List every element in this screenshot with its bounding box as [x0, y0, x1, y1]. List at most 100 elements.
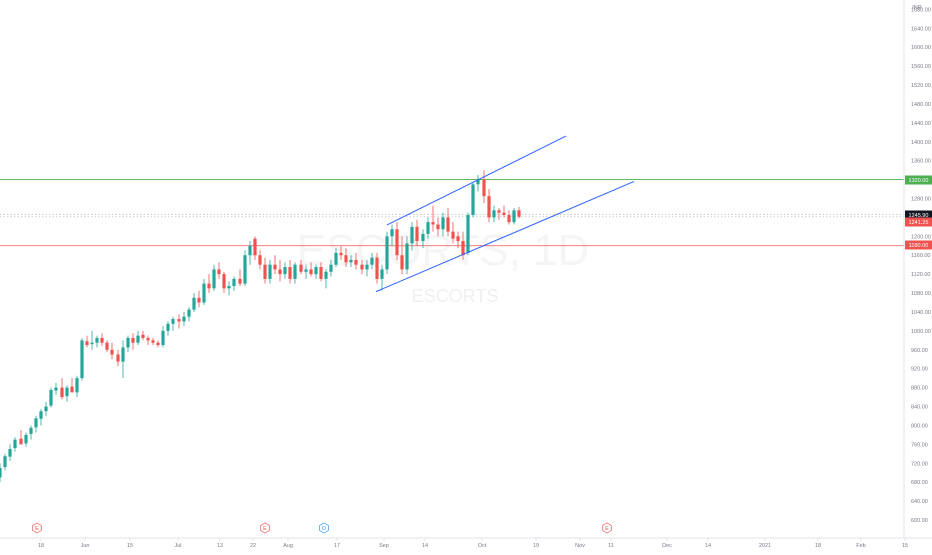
candle[interactable]: [476, 174, 480, 192]
candle[interactable]: [512, 207, 516, 225]
candle[interactable]: [487, 189, 491, 223]
candle[interactable]: [232, 276, 236, 291]
event-marker[interactable]: E: [32, 522, 42, 534]
candle[interactable]: [415, 219, 419, 246]
candle[interactable]: [456, 231, 460, 249]
candle[interactable]: [339, 245, 343, 260]
candle[interactable]: [304, 264, 308, 279]
candle[interactable]: [349, 255, 353, 268]
candle[interactable]: [258, 250, 262, 270]
candle[interactable]: [136, 330, 140, 346]
candle[interactable]: [370, 252, 374, 270]
candle[interactable]: [471, 181, 475, 218]
candle[interactable]: [187, 307, 191, 322]
candle[interactable]: [385, 231, 389, 275]
candle[interactable]: [436, 217, 440, 237]
candle[interactable]: [466, 212, 470, 256]
candle[interactable]: [299, 259, 303, 275]
candle[interactable]: [29, 425, 33, 440]
candle[interactable]: [375, 252, 379, 284]
candle[interactable]: [446, 207, 450, 237]
candle[interactable]: [192, 293, 196, 312]
candle[interactable]: [3, 453, 7, 471]
candle[interactable]: [131, 333, 135, 350]
candle[interactable]: [395, 222, 399, 260]
event-marker[interactable]: D: [319, 522, 329, 534]
candle[interactable]: [39, 408, 43, 426]
candle[interactable]: [54, 382, 58, 395]
candle[interactable]: [273, 255, 277, 275]
candle[interactable]: [329, 259, 333, 277]
candle[interactable]: [171, 316, 175, 331]
candle[interactable]: [492, 205, 496, 223]
candle[interactable]: [126, 335, 130, 353]
candle[interactable]: [166, 321, 170, 336]
candle[interactable]: [293, 262, 297, 284]
candle[interactable]: [85, 335, 89, 348]
candle[interactable]: [441, 212, 445, 237]
candle[interactable]: [227, 281, 231, 296]
candle[interactable]: [212, 264, 216, 291]
candle[interactable]: [431, 205, 435, 232]
candle[interactable]: [238, 269, 242, 286]
candle[interactable]: [410, 222, 414, 251]
candle[interactable]: [354, 252, 358, 270]
candle[interactable]: [65, 385, 69, 402]
candle[interactable]: [121, 340, 125, 379]
candle[interactable]: [177, 314, 181, 329]
candle[interactable]: [278, 259, 282, 282]
candle[interactable]: [309, 262, 313, 277]
candle[interactable]: [390, 224, 394, 246]
candle[interactable]: [248, 241, 252, 265]
candle[interactable]: [0, 463, 2, 483]
candle[interactable]: [146, 335, 150, 346]
candle[interactable]: [95, 335, 99, 348]
candle[interactable]: [19, 430, 23, 445]
candle[interactable]: [507, 210, 511, 225]
candle[interactable]: [365, 259, 369, 277]
candle[interactable]: [314, 264, 318, 279]
candle[interactable]: [283, 262, 287, 279]
candle[interactable]: [400, 236, 404, 275]
candle[interactable]: [34, 415, 38, 433]
candle[interactable]: [405, 236, 409, 275]
candle[interactable]: [8, 444, 12, 461]
candle[interactable]: [105, 340, 109, 353]
candle[interactable]: [156, 340, 160, 348]
candle[interactable]: [151, 337, 155, 346]
candle[interactable]: [197, 290, 201, 308]
candle[interactable]: [217, 262, 221, 279]
event-marker[interactable]: E: [260, 522, 270, 534]
candle[interactable]: [161, 326, 165, 348]
candle[interactable]: [253, 236, 257, 260]
candle[interactable]: [243, 250, 247, 286]
candle[interactable]: [334, 248, 338, 268]
candle[interactable]: [344, 248, 348, 268]
candle[interactable]: [380, 264, 384, 291]
candle[interactable]: [426, 217, 430, 239]
candle[interactable]: [202, 278, 206, 305]
candle[interactable]: [70, 378, 74, 393]
candle[interactable]: [13, 437, 17, 452]
candle[interactable]: [288, 259, 292, 284]
candle[interactable]: [90, 330, 94, 350]
candle[interactable]: [360, 259, 364, 275]
candle[interactable]: [44, 401, 48, 416]
candle[interactable]: [80, 337, 84, 381]
candle[interactable]: [482, 170, 486, 204]
candle[interactable]: [60, 378, 64, 400]
candle[interactable]: [268, 259, 272, 284]
candle[interactable]: [461, 231, 465, 260]
candle[interactable]: [502, 205, 506, 218]
candle[interactable]: [324, 269, 328, 289]
candle[interactable]: [141, 330, 145, 341]
candle[interactable]: [75, 375, 79, 398]
candle[interactable]: [451, 222, 455, 244]
candle[interactable]: [222, 271, 226, 294]
channel-lower-line[interactable]: [375, 181, 635, 293]
candle[interactable]: [517, 207, 521, 219]
candle[interactable]: [49, 387, 53, 408]
candle[interactable]: [116, 349, 120, 367]
candle[interactable]: [421, 229, 425, 249]
